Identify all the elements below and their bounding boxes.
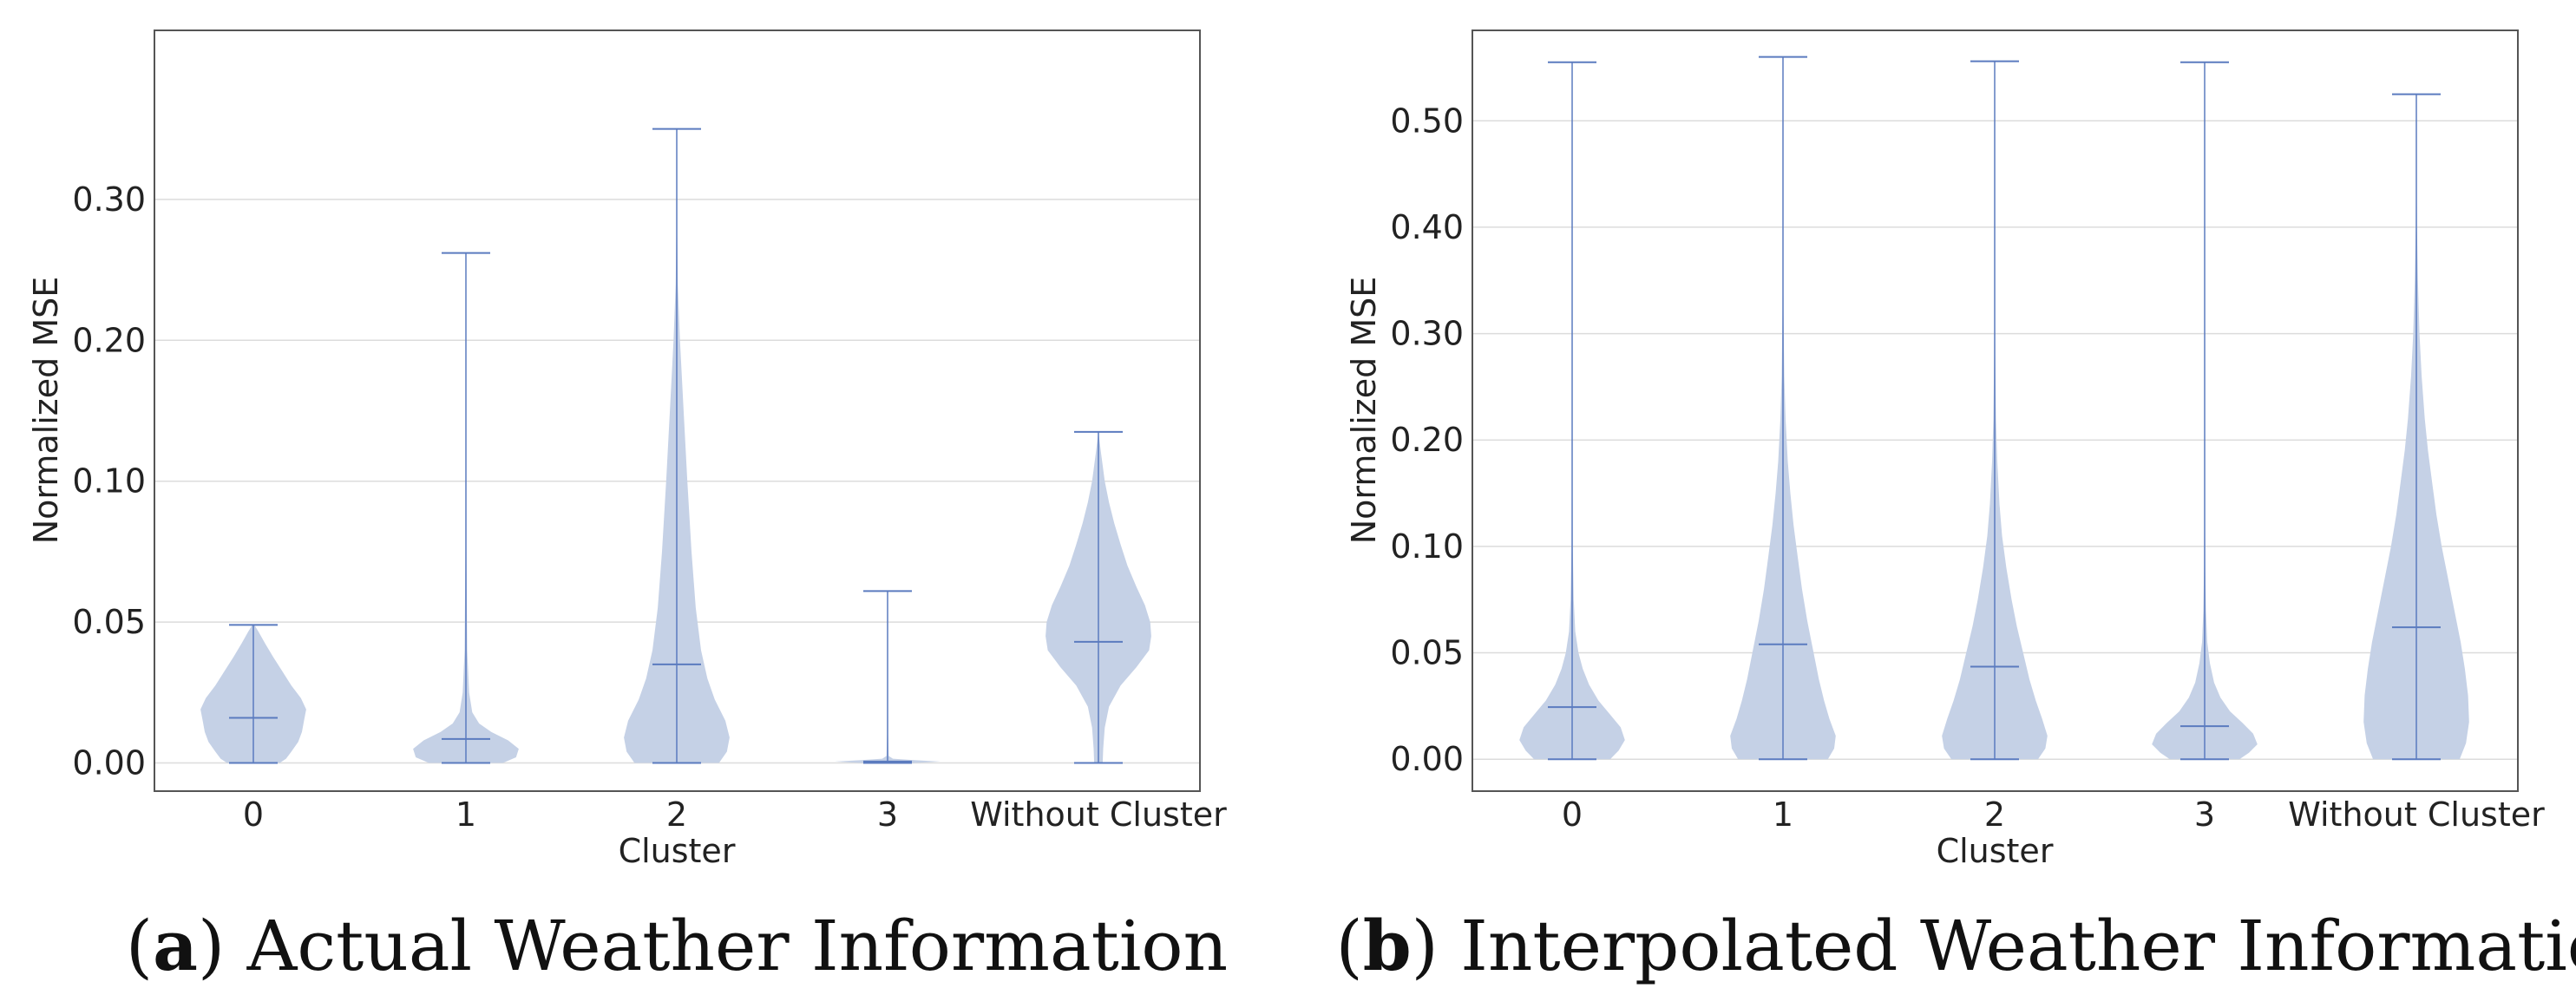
y-tick-label: 0.05 (1390, 634, 1464, 672)
x-tick-label: 3 (877, 795, 898, 834)
violins (200, 128, 1151, 764)
caption-letter: a (153, 905, 198, 986)
x-tick-labels: 0 1 2 3 Without Cluster (243, 795, 1227, 834)
y-tick-label: 0.20 (1390, 421, 1464, 459)
caption-b: (b) Interpolated Weather Information (1336, 905, 2576, 986)
x-tick-label: 2 (666, 795, 687, 834)
y-tick-label: 0.10 (1390, 527, 1464, 566)
y-tick-label: 0.00 (72, 744, 146, 782)
panel-a: 0.00 0.05 0.10 0.20 0.30 0 1 2 3 Without Cluster… (27, 29, 1228, 986)
y-tick-labels: 0.00 0.05 0.10 0.20 0.30 (72, 180, 146, 782)
x-tick-labels: 0 1 2 3 Without Cluster (1562, 795, 2545, 834)
y-tick-label: 0.40 (1390, 208, 1464, 246)
x-tick-label: 2 (1984, 795, 2005, 834)
y-tick-label: 0.05 (72, 603, 146, 641)
caption-text: Interpolated Weather Information (1460, 906, 2576, 986)
x-tick-label: 3 (2194, 795, 2215, 834)
x-tick-label: 1 (1773, 795, 1793, 834)
x-tick-label: Without Cluster (2288, 795, 2545, 834)
panel-b: 0.00 0.05 0.10 0.20 0.30 0.40 0.50 0 1 2 3 Without… (1336, 29, 2576, 986)
x-tick-label: 0 (1562, 795, 1583, 834)
caption-a: (a) Actual Weather Information (126, 905, 1228, 986)
caption-letter: b (1363, 905, 1412, 986)
y-tick-label: 0.10 (72, 462, 146, 501)
y-tick-label: 0.30 (1390, 315, 1464, 353)
plot-frame (154, 29, 1201, 792)
x-tick-label: 0 (243, 795, 264, 834)
plot-frame (1472, 29, 2519, 792)
caption-text: Actual Weather Information (246, 906, 1229, 986)
y-axis-label: Normalized MSE (1345, 277, 1383, 545)
y-tick-label: 0.20 (72, 321, 146, 359)
x-axis-label: Cluster (1937, 832, 2054, 870)
x-axis-label: Cluster (619, 832, 736, 870)
y-tick-label: 0.00 (1390, 740, 1464, 778)
x-tick-label: 1 (456, 795, 476, 834)
y-axis-label: Normalized MSE (27, 277, 65, 545)
y-tick-label: 0.30 (72, 180, 146, 219)
x-tick-label: Without Cluster (970, 795, 1227, 834)
y-tick-labels: 0.00 0.05 0.10 0.20 0.30 0.40 0.50 (1390, 101, 1464, 778)
y-tick-label: 0.50 (1390, 101, 1464, 140)
violins (1519, 56, 2469, 761)
